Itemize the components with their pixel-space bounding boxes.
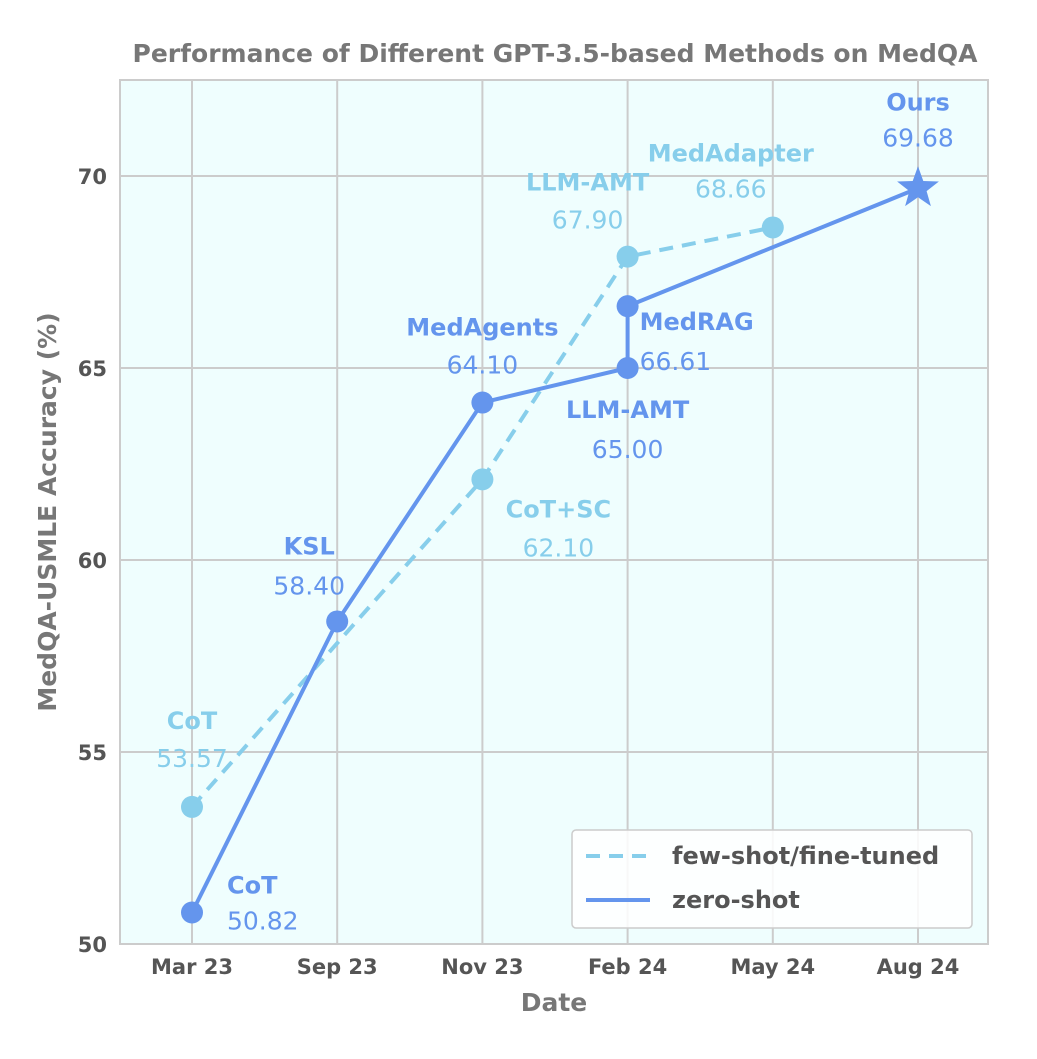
point-method-label: KSL xyxy=(284,532,335,560)
point-value-label: 64.10 xyxy=(447,351,519,380)
point-value-label: 58.40 xyxy=(273,571,345,600)
x-tick-label: May 24 xyxy=(730,955,815,979)
legend: few-shot/fine-tuned zero-shot xyxy=(571,829,973,929)
data-point xyxy=(326,610,349,633)
point-method-label: CoT+SC xyxy=(506,495,611,523)
point-method-label: Ours xyxy=(886,88,950,116)
point-method-label: MedRAG xyxy=(640,308,754,336)
y-tick-label: 70 xyxy=(78,165,107,189)
data-point xyxy=(181,795,203,818)
x-axis-label: Date xyxy=(521,988,588,1017)
data-point xyxy=(181,901,203,924)
series-layer xyxy=(181,166,939,924)
point-method-label: LLM-AMT xyxy=(566,396,690,424)
x-tick-label: Sep 23 xyxy=(297,955,378,979)
chart-title: Performance of Different GPT-3.5-based M… xyxy=(133,39,979,68)
data-point xyxy=(471,391,494,414)
point-value-label: 65.00 xyxy=(592,435,664,464)
data-point xyxy=(471,468,494,491)
point-value-label: 50.82 xyxy=(227,907,299,936)
plot-area xyxy=(119,79,989,945)
y-tick-label: 55 xyxy=(78,741,107,765)
y-axis-label: MedQA-USMLE Accuracy (%) xyxy=(33,312,62,711)
y-tick-label: 60 xyxy=(78,549,107,573)
y-tick-label: 50 xyxy=(78,933,107,957)
point-value-label: 69.68 xyxy=(882,123,954,152)
series-line-zero-shot xyxy=(190,186,919,914)
point-method-label: CoT xyxy=(167,707,218,735)
labels-layer: CoT 53.57 CoT+SC 62.10 LLM-AMT 67.90 MedAdapte… xyxy=(156,88,954,935)
data-point xyxy=(761,216,784,239)
series-line-few-shot xyxy=(190,225,774,809)
legend-label-few-shot: few-shot/fine-tuned xyxy=(672,842,939,870)
x-tick-label: Nov 23 xyxy=(441,955,523,979)
data-point xyxy=(616,245,639,268)
x-tick-label: Mar 23 xyxy=(151,955,233,979)
data-point xyxy=(616,295,639,318)
x-tick-label: Feb 24 xyxy=(588,955,667,979)
ticks-layer: Mar 23 Sep 23 Nov 23 Feb 24 May 24 Aug 24 50 55… xyxy=(78,165,960,979)
point-value-label: 62.10 xyxy=(523,533,595,562)
y-tick-label: 65 xyxy=(78,357,107,381)
point-value-label: 53.57 xyxy=(156,744,228,773)
legend-label-zero-shot: zero-shot xyxy=(672,886,800,914)
data-point xyxy=(616,357,639,379)
data-point-star xyxy=(897,166,939,207)
point-method-label: MedAdapter xyxy=(648,139,814,167)
point-value-label: 67.90 xyxy=(552,206,624,235)
legend-box xyxy=(571,829,973,929)
point-method-label: LLM-AMT xyxy=(526,169,650,197)
point-method-label: MedAgents xyxy=(406,314,558,342)
x-tick-label: Aug 24 xyxy=(877,955,960,979)
point-value-label: 68.66 xyxy=(695,174,767,203)
point-method-label: CoT xyxy=(227,872,278,900)
point-value-label: 66.61 xyxy=(640,347,712,376)
